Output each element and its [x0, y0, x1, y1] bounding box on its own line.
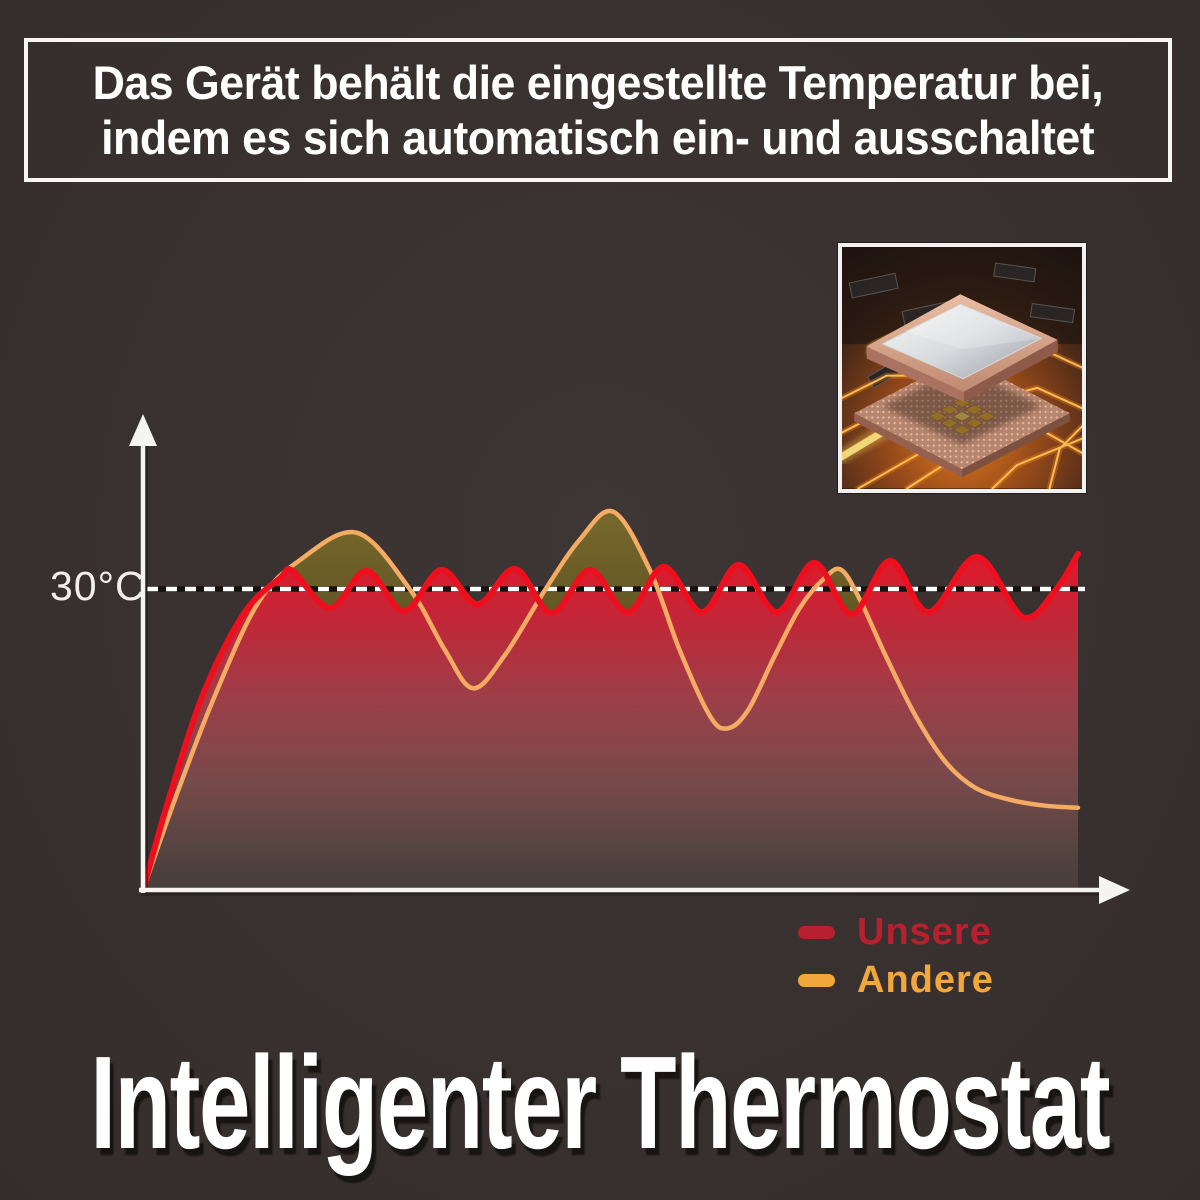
poster-title: Intelligenter Thermostat [0, 1022, 1200, 1182]
chip-photo-graphic [842, 247, 1082, 489]
legend-label-andere: Andere [857, 958, 994, 1001]
chart-legend: Unsere Andere [798, 908, 1098, 1004]
chip-socket [854, 357, 1070, 478]
chart-series-lines [140, 508, 1081, 893]
headline-line-1: Das Gerät behält die eingestellte Temper… [92, 56, 1104, 109]
y-axis-arrow-icon [129, 414, 157, 446]
chart-axes [129, 414, 1130, 904]
unsere-area-fill [143, 553, 1078, 890]
legend-label-unsere: Unsere [857, 910, 992, 953]
legend-item-andere: Andere [798, 956, 1098, 1004]
headline-line-2: indem es sich automatisch ein- und aussc… [101, 111, 1095, 164]
legend-item-unsere: Unsere [798, 908, 1098, 956]
chip-package [866, 294, 1058, 403]
y-axis-label-30c: 30°C [50, 563, 146, 609]
chip-photo [838, 243, 1086, 493]
unsere-curve [140, 550, 1081, 893]
legend-swatch-unsere [798, 925, 835, 939]
headline-box: Das Gerät behält die eingestellte Temper… [24, 38, 1172, 182]
poster-title-text: Intelligenter Thermostat [90, 1028, 1111, 1176]
andere-curve [140, 508, 1081, 893]
legend-swatch-andere [798, 973, 835, 987]
chart-area-fills [143, 510, 1078, 890]
x-axis-arrow-icon [1099, 876, 1130, 904]
